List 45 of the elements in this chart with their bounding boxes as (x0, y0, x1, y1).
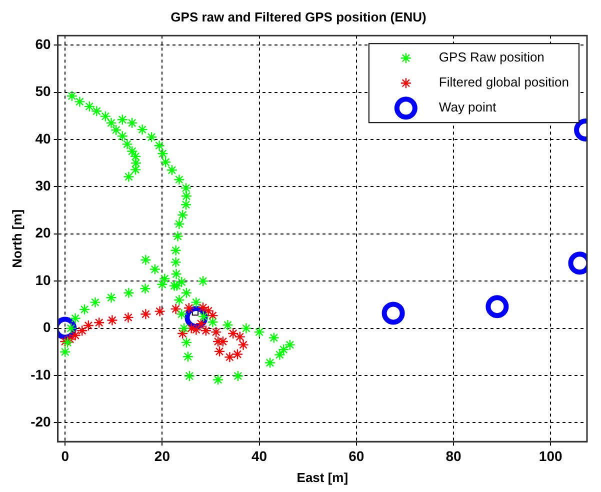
point (60, 336, 71, 348)
x-tick-label: 80 (446, 448, 462, 464)
x-tick-label: 100 (538, 448, 562, 464)
point (177, 328, 188, 340)
y-tick-label: -10 (30, 366, 52, 382)
x-axis-title: East [m] (296, 470, 348, 485)
y-tick-label: 60 (35, 36, 52, 52)
x-tick-label: 20 (154, 448, 170, 464)
point (122, 312, 134, 324)
point (140, 308, 152, 320)
y-tick-label: 10 (35, 272, 52, 288)
point (227, 328, 239, 340)
point (210, 326, 222, 338)
point (154, 306, 166, 317)
point (224, 351, 236, 363)
y-tick-label: -20 (30, 414, 52, 430)
x-tick-label: 40 (252, 448, 268, 464)
y-tick-label: 0 (43, 319, 52, 336)
x-tick-label: 0 (61, 448, 70, 464)
point (82, 320, 94, 332)
point (190, 324, 202, 336)
point (234, 331, 246, 342)
y-axis-title: North [m] (9, 209, 24, 268)
point (214, 346, 226, 358)
y-tick-label: 30 (35, 178, 52, 194)
y-tick-label: 50 (35, 83, 52, 100)
point (106, 314, 118, 326)
chart-title: GPS raw and Filtered GPS position (ENU) (170, 9, 426, 24)
point (183, 302, 195, 314)
point (197, 302, 209, 314)
point (70, 330, 81, 341)
point (64, 334, 76, 345)
point (186, 322, 197, 334)
point (238, 339, 249, 350)
point (200, 325, 212, 336)
x-tick-label: 60 (348, 448, 364, 464)
point (94, 317, 105, 328)
y-tick-label: 20 (35, 224, 52, 241)
point (170, 303, 182, 315)
legend-label: GPS Raw position (438, 50, 544, 65)
legend-label: Filtered global position (438, 74, 569, 90)
y-tick-label: 40 (35, 130, 52, 146)
legend-label: Way point (438, 100, 497, 115)
point (76, 325, 88, 336)
point (232, 348, 244, 360)
